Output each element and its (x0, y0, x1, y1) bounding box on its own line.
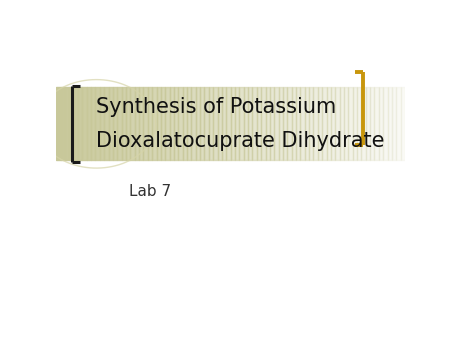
Bar (296, 88, 301, 160)
Bar (283, 88, 287, 160)
Bar (91, 88, 95, 160)
Bar (222, 88, 226, 160)
Bar (196, 88, 200, 160)
Text: Dioxalatocuprate Dihydrate: Dioxalatocuprate Dihydrate (96, 131, 385, 151)
Bar (344, 88, 348, 160)
Bar (170, 88, 174, 160)
Bar (117, 88, 122, 160)
Bar (331, 88, 335, 160)
Bar (335, 88, 340, 160)
Bar (318, 88, 322, 160)
Bar (165, 88, 170, 160)
Bar (374, 88, 379, 160)
Bar (252, 88, 257, 160)
Bar (392, 88, 396, 160)
Bar (148, 88, 152, 160)
Bar (69, 88, 74, 160)
Bar (314, 88, 318, 160)
Bar (126, 88, 130, 160)
Bar (187, 88, 191, 160)
Bar (396, 88, 400, 160)
Bar (122, 88, 126, 160)
Bar (217, 88, 222, 160)
Bar (279, 88, 283, 160)
Bar (270, 88, 274, 160)
Bar (292, 88, 296, 160)
Bar (78, 88, 82, 160)
Bar (200, 88, 204, 160)
Bar (157, 88, 161, 160)
Bar (322, 88, 327, 160)
Bar (230, 88, 235, 160)
Bar (305, 88, 309, 160)
Bar (139, 88, 144, 160)
Bar (87, 88, 91, 160)
Bar (340, 88, 344, 160)
Bar (353, 88, 357, 160)
Bar (65, 88, 69, 160)
Bar (400, 88, 405, 160)
Bar (244, 88, 248, 160)
Bar (226, 88, 230, 160)
Bar (204, 88, 209, 160)
Bar (213, 88, 217, 160)
Bar (108, 88, 113, 160)
Bar (387, 88, 392, 160)
Bar (152, 88, 157, 160)
Bar (357, 88, 361, 160)
Bar (113, 88, 117, 160)
Bar (183, 88, 187, 160)
Bar (379, 88, 383, 160)
Bar (309, 88, 314, 160)
Bar (348, 88, 353, 160)
Bar (82, 88, 87, 160)
Bar (144, 88, 148, 160)
Bar (235, 88, 239, 160)
Bar (261, 88, 266, 160)
Bar (100, 88, 104, 160)
Bar (56, 88, 61, 160)
Bar (361, 88, 366, 160)
Bar (174, 88, 178, 160)
Bar (191, 88, 196, 160)
Text: Synthesis of Potassium: Synthesis of Potassium (96, 97, 337, 117)
Bar (248, 88, 252, 160)
Bar (301, 88, 305, 160)
Bar (287, 88, 292, 160)
Bar (209, 88, 213, 160)
Bar (104, 88, 108, 160)
Bar (130, 88, 135, 160)
Bar (257, 88, 261, 160)
Bar (266, 88, 270, 160)
Bar (366, 88, 370, 160)
Bar (61, 88, 65, 160)
Text: Lab 7: Lab 7 (130, 184, 171, 199)
Bar (383, 88, 387, 160)
Bar (95, 88, 100, 160)
Bar (274, 88, 279, 160)
Bar (370, 88, 374, 160)
Bar (74, 88, 78, 160)
Bar (135, 88, 139, 160)
Bar (239, 88, 244, 160)
Bar (178, 88, 183, 160)
Bar (161, 88, 165, 160)
Bar (327, 88, 331, 160)
